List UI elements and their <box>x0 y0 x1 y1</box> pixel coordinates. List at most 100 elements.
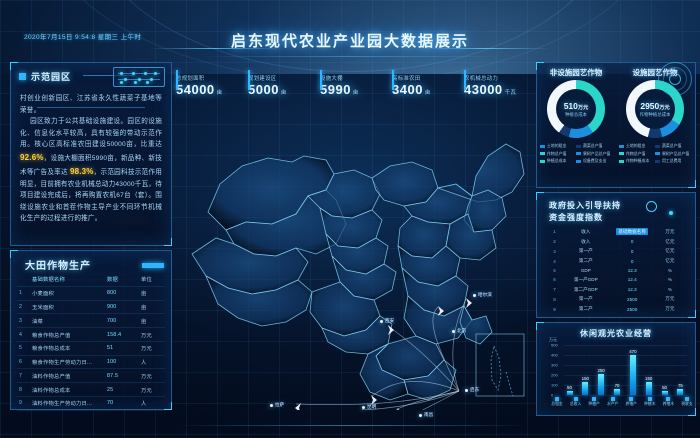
legend-item[interactable]: 果树产品总产值 <box>576 151 612 157</box>
table-row[interactable]: 7 油料作物总产值 87.5 万元 <box>17 369 165 383</box>
chart-bar <box>566 390 573 395</box>
chart-bar <box>629 355 636 395</box>
legend-item[interactable]: 作物总产值 <box>619 151 655 157</box>
row-name: 第一产GDP <box>573 276 598 282</box>
x-label-marker <box>610 397 615 401</box>
table-row[interactable]: 9 第二产 2500 万元 <box>547 304 685 314</box>
chart-bar-group[interactable]: 50 <box>660 343 669 395</box>
chart-bar <box>614 389 621 395</box>
map-city-dot[interactable] <box>362 406 365 409</box>
x-label-marker <box>647 397 652 401</box>
legend-item[interactable]: 设备费及支出 <box>576 158 612 164</box>
table-row[interactable]: 8 油料作物总成本 25 万元 <box>17 383 165 397</box>
chart-plot-area: 0 100 200 300 400 500 50 150 250 70 470 150 50 75 <box>551 343 687 398</box>
legend-item[interactable]: 作物种植成本 <box>619 158 655 164</box>
stat-label: 总规划面积 <box>176 76 205 82</box>
table-row[interactable]: 8 第一产 2500 万元 <box>547 294 685 304</box>
map-city-label: 西安 <box>385 318 395 323</box>
stat-accent-bar <box>320 70 322 90</box>
row-name: 第一产 <box>578 296 593 302</box>
chart-bar-group[interactable]: 50 <box>565 343 574 395</box>
china-map[interactable]: 哈尔滨北京西安启东拉萨昆明南昌广州南宁 <box>176 104 532 417</box>
chart-gridline <box>564 355 687 356</box>
row-name: 粮食作物总产值 <box>32 332 71 339</box>
legend-item[interactable]: 蔬菜总产值 <box>655 143 691 149</box>
table-row[interactable]: 2 收入 0 亿元 <box>547 237 685 247</box>
row-unit: % <box>667 268 672 274</box>
stat-value: 43000 千瓦 <box>464 82 517 97</box>
donut-chart[interactable]: 510万元 种植总成本 <box>547 80 605 138</box>
chart-bar-group[interactable]: 250 <box>597 343 606 395</box>
map-city-label: 昆明 <box>367 404 377 409</box>
stat-unit: 千瓦 <box>504 90 517 96</box>
row-index: 3 <box>19 317 23 324</box>
row-value: 800 <box>107 290 117 297</box>
row-value: 12.3 <box>627 268 637 274</box>
header-line-mid <box>200 56 500 57</box>
map-city-dot[interactable] <box>473 294 476 297</box>
table-row[interactable]: 3 第一产 0 亿元 <box>547 247 685 257</box>
x-label-marker <box>629 397 634 401</box>
legend-swatch <box>576 159 581 163</box>
chart-bar-group[interactable]: 70 <box>613 343 622 395</box>
chart-bar-group[interactable]: 150 <box>581 343 590 395</box>
table-row[interactable]: 9 油料作物生产劳动力日... 70 人 <box>17 397 165 411</box>
chart-bar <box>598 373 605 395</box>
legend-label: 果树产品总产值 <box>662 150 690 156</box>
chart-bars: 50 150 250 70 470 150 50 75 <box>565 343 685 395</box>
row-unit: 万元 <box>665 306 675 312</box>
legend-item[interactable]: 土地的租金 <box>540 143 576 149</box>
chart-x-label: 种植产 <box>588 397 600 407</box>
para-1: 村创业创新园区、江苏省永久性蔬菜子基地等荣誉。 <box>20 95 162 114</box>
map-city-dot[interactable] <box>419 414 422 417</box>
row-value: 158.4 <box>107 331 122 338</box>
row-value: 基础数据名称 <box>610 227 655 237</box>
table-row[interactable]: 4 第二产 0 亿元 <box>547 256 685 266</box>
table-row[interactable]: 7 第二产GDP 12.3% <box>547 285 685 295</box>
chart-bar-group[interactable]: 75 <box>676 343 685 395</box>
map-city-label: 拉萨 <box>275 402 285 407</box>
legend-item[interactable]: 作物总产值 <box>540 151 576 157</box>
row-name: 收入 <box>581 238 591 244</box>
map-city-dot[interactable] <box>452 330 455 333</box>
legend-item[interactable]: 种植总成本 <box>540 158 576 164</box>
table-row[interactable]: 4 粮食作物总产值 158.4 万元 <box>17 328 165 342</box>
map-city-dot[interactable] <box>380 320 383 323</box>
col-unit: 单位 <box>141 277 152 284</box>
stat-value: 3400 亩 <box>392 82 431 97</box>
table-row[interactable]: 1 收入 基础数据名称 万元 <box>547 227 685 237</box>
header-line-right <box>420 48 550 49</box>
table-row[interactable]: 2 玉米面积 900 亩 <box>17 300 165 314</box>
row-index: 7 <box>19 372 23 379</box>
row-index: 5 <box>19 345 23 352</box>
table-row[interactable]: 3 油菜 700 亩 <box>17 314 165 328</box>
row-unit: 万元 <box>665 296 675 302</box>
legend-item[interactable]: 蔬菜总产值 <box>576 143 612 149</box>
highlight-value-1: 92.6% <box>20 152 44 162</box>
panel-field-crop-production: 大田作物生产 基础数据名称 数据 单位 1 小麦面积 800 亩 2 玉米面积 900 亩 3 油… <box>10 250 172 411</box>
legend-label: 果树产品总产值 <box>583 150 611 156</box>
legend-item[interactable]: 果树产品总产值 <box>655 151 691 157</box>
table-row[interactable]: 6 粮食作物生产劳动力日... 100 人 <box>17 355 165 369</box>
page-title: 启东现代农业产业园大数据展示 <box>230 33 469 50</box>
stat-label: 高标准农田 <box>392 76 421 82</box>
row-index: 1 <box>19 290 23 297</box>
donut-sublabel: 作物种植总成本 <box>639 111 671 117</box>
legend-item[interactable]: 用工总费用 <box>655 158 691 164</box>
table-row[interactable]: 5 粮食作物总成本 51 万元 <box>17 341 165 356</box>
legend-label: 作物总产值 <box>626 150 646 156</box>
table-row[interactable]: 6 第一产GDP 12.4% <box>547 275 685 285</box>
stat-card: 农机械总动力 43000 千瓦 <box>464 70 528 98</box>
row-value: 70 <box>107 400 114 407</box>
legend-swatch <box>540 144 545 148</box>
legend-item[interactable]: 土地的租金 <box>619 143 655 149</box>
chart-bar-group[interactable]: 150 <box>644 343 653 395</box>
chart-bar-group[interactable]: 470 <box>628 343 637 395</box>
table-row[interactable]: 5 GDP 12.3% <box>547 266 685 275</box>
table-row[interactable]: 1 小麦面积 800 亩 <box>17 286 165 301</box>
map-city-dot[interactable] <box>465 389 468 392</box>
map-city-dot[interactable] <box>270 404 273 407</box>
chart-y-tick: 100 <box>551 382 558 388</box>
row-name: 第一产 <box>578 248 593 254</box>
row-name: 粮食作物总成本 <box>32 346 71 353</box>
